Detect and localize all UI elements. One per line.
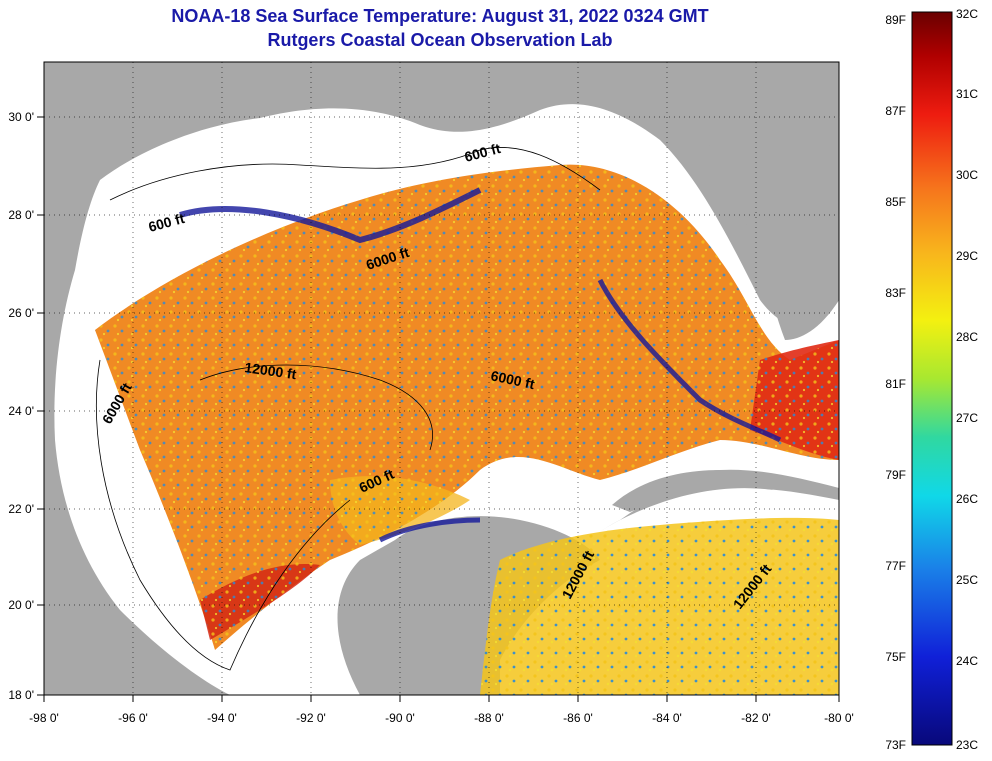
sst-swath-texture (95, 164, 839, 650)
colorbar-f-label: 87F (885, 104, 906, 118)
y-tick-label: 18 0' (8, 688, 34, 702)
colorbar-c-label: 27C (956, 411, 978, 425)
colorbar-c-label: 24C (956, 654, 978, 668)
colorbar-c-label: 32C (956, 7, 978, 21)
frame-ticks (37, 116, 840, 702)
colorbar-f-label: 89F (885, 13, 906, 27)
cold-fringe-yucatan (378, 517, 481, 543)
colorbar-c-label: 30C (956, 168, 978, 182)
y-tick-label: 30 0' (8, 110, 34, 124)
y-tick-label: 20 0' (8, 598, 34, 612)
x-tick-label: -88 0' (474, 711, 504, 725)
colorbar-f-label: 79F (885, 468, 906, 482)
grid (44, 62, 839, 695)
colorbar-c-label: 23C (956, 738, 978, 752)
x-tick-label: -90 0' (385, 711, 415, 725)
y-tick-label: 24 0' (8, 404, 34, 418)
colorbar-f-label: 83F (885, 286, 906, 300)
x-tick-label: -96 0' (118, 711, 148, 725)
colorbar-f-label: 81F (885, 377, 906, 391)
map-area (44, 62, 839, 695)
cold-fringe-north (179, 187, 482, 244)
colorbar-f-label: 77F (885, 559, 906, 573)
colorbar-f-label: 85F (885, 195, 906, 209)
florida-land (700, 62, 839, 340)
colorbar-f-label: 75F (885, 650, 906, 664)
colorbar-c-label: 29C (956, 249, 978, 263)
y-tick-label: 26 0' (8, 306, 34, 320)
x-tick-label: -82 0' (741, 711, 771, 725)
x-tick-label: -80 0' (824, 711, 854, 725)
colorbar-c-label: 28C (956, 330, 978, 344)
bathymetry-6000ft (96, 359, 351, 671)
y-axis-labels: 30 0' 28 0' 26 0' 24 0' 22 0' 20 0' 18 0… (8, 110, 34, 702)
cuba-land (612, 469, 839, 512)
x-tick-label: -94 0' (207, 711, 237, 725)
colorbar-c-label: 26C (956, 492, 978, 506)
cold-fringe-east (597, 278, 782, 443)
colorbar-f-label: 73F (885, 738, 906, 752)
x-tick-label: -98 0' (29, 711, 59, 725)
y-tick-label: 28 0' (8, 208, 34, 222)
colorbar-fahrenheit-labels: 89F 87F 85F 83F 81F 79F 77F 75F 73F (885, 13, 906, 752)
contour-label: 12000 ft (244, 359, 298, 382)
bathymetry-12000ft (199, 364, 433, 451)
map-subtitle: Rutgers Coastal Ocean Observation Lab (267, 30, 613, 50)
sst-caribbean-texture (480, 517, 839, 695)
x-tick-label: -86 0' (563, 711, 593, 725)
x-tick-label: -92 0' (296, 711, 326, 725)
colorbar-celsius-labels: 32C 31C 30C 29C 28C 27C 26C 25C 24C 23C (956, 7, 978, 752)
map-title: NOAA-18 Sea Surface Temperature: August … (171, 6, 709, 26)
colorbar-c-label: 25C (956, 573, 978, 587)
bathymetry-600ft (109, 147, 601, 201)
y-tick-label: 22 0' (8, 502, 34, 516)
colorbar-c-label: 31C (956, 87, 978, 101)
temperature-colorbar (911, 11, 953, 746)
x-axis-labels: -98 0' -96 0' -94 0' -92 0' -90 0' -88 0… (29, 711, 854, 725)
map-frame (43, 61, 840, 696)
x-tick-label: -84 0' (652, 711, 682, 725)
